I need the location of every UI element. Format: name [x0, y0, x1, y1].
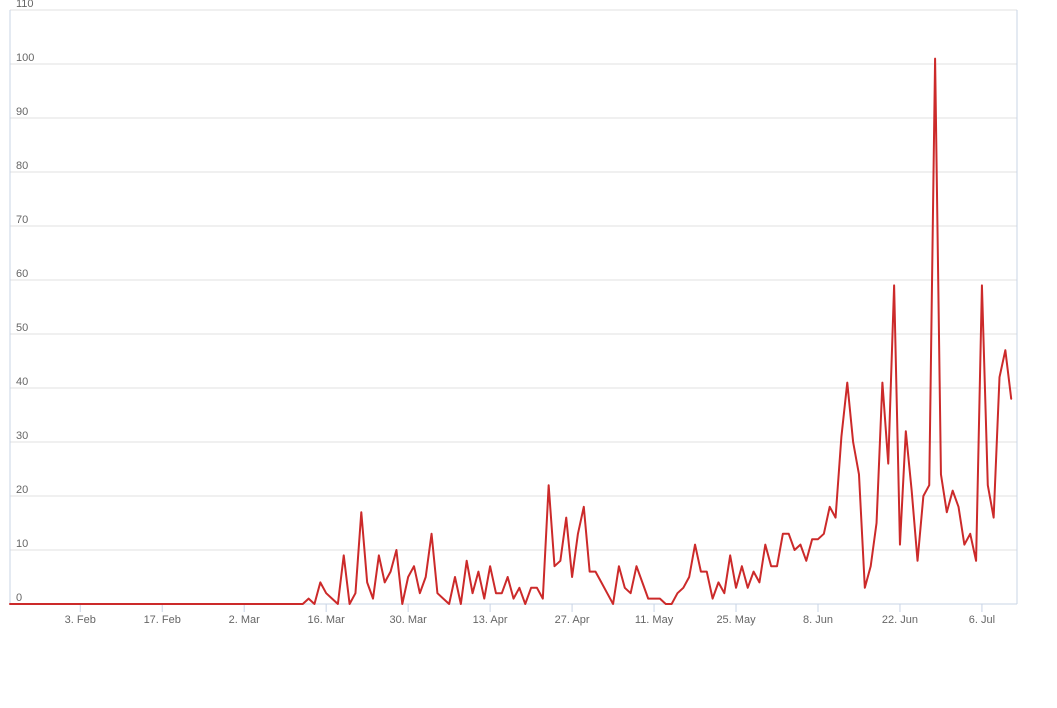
x-tick-label: 11. May: [635, 614, 674, 626]
x-tick-label: 16. Mar: [308, 614, 346, 626]
x-tick-label: 25. May: [716, 614, 756, 626]
x-tick-label: 3. Feb: [65, 614, 96, 626]
y-tick-label: 60: [16, 268, 28, 280]
y-tick-label: 50: [16, 322, 28, 334]
x-tick-label: 2. Mar: [229, 614, 261, 626]
y-tick-label: 10: [16, 538, 28, 550]
y-tick-label: 110: [16, 0, 34, 10]
series-group: [9, 57, 1013, 605]
x-tick-label: 17. Feb: [144, 614, 181, 626]
x-tick-label: 22. Jun: [882, 614, 918, 626]
x-tick-label: 27. Apr: [555, 614, 590, 626]
y-tick-label: 0: [16, 592, 22, 604]
y-tick-label: 20: [16, 484, 28, 496]
chart-axes: [9, 10, 1018, 605]
series-line-0: [9, 57, 1013, 605]
y-tick-label: 70: [16, 214, 28, 226]
y-tick-label: 90: [16, 106, 28, 118]
x-axis-ticks: [79, 604, 983, 612]
x-tick-label: 8. Jun: [803, 614, 833, 626]
x-tick-label: 6. Jul: [969, 614, 995, 626]
y-axis-tick-labels: 0 10 20 30 40 50 60 70 80 90 100 110: [16, 0, 34, 604]
x-tick-label: 30. Mar: [389, 614, 427, 626]
x-axis-tick-labels: 3. Feb 17. Feb 2. Mar 16. Mar 30. Mar 13. Apr…: [65, 614, 995, 626]
x-tick-label: 13. Apr: [473, 614, 508, 626]
gridlines: [10, 9, 1017, 605]
y-tick-label: 80: [16, 160, 28, 172]
y-tick-label: 100: [16, 52, 34, 64]
y-tick-label: 30: [16, 430, 28, 442]
y-tick-label: 40: [16, 376, 28, 388]
